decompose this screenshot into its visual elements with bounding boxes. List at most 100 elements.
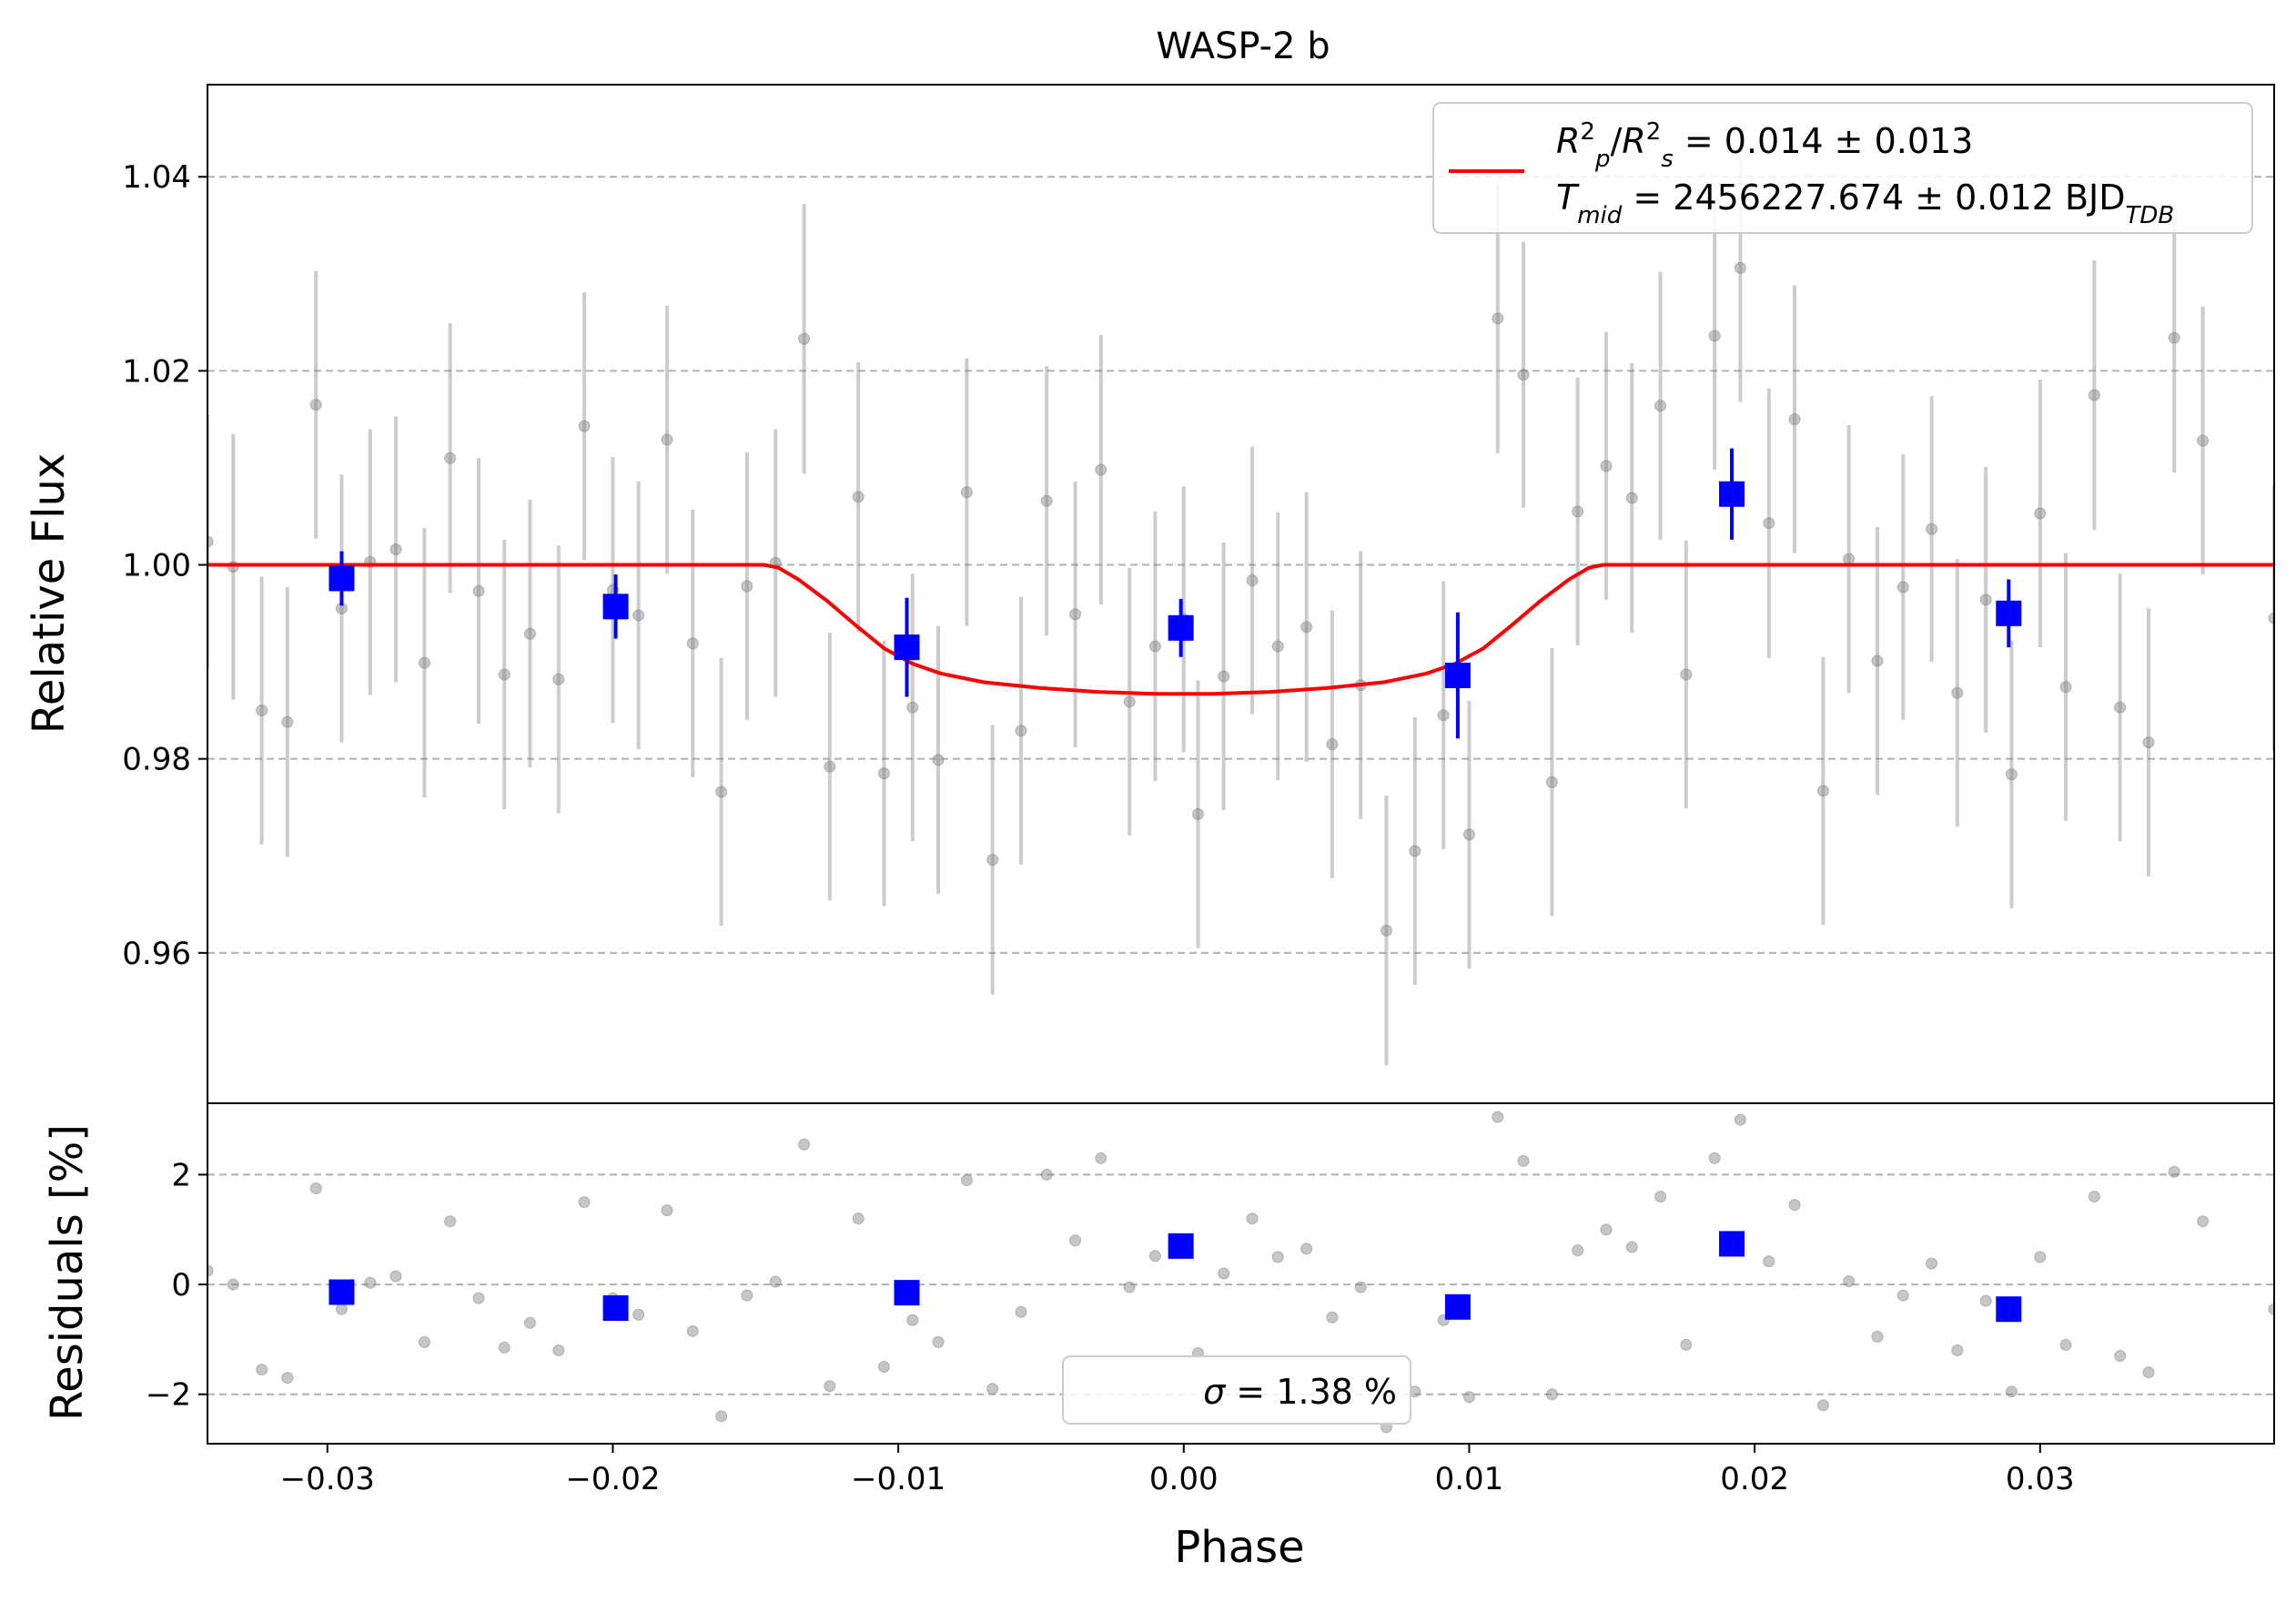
top-y-ticks: 0.96 0.98 1.00 1.02 1.04 <box>122 159 207 972</box>
bottom-data-point <box>364 1276 377 1289</box>
bottom-binned-point <box>329 1279 355 1305</box>
bottom-data-point <box>2142 1366 2155 1379</box>
top-data-point <box>2005 768 2018 781</box>
bottom-y-tick-label: 2 <box>171 1157 191 1193</box>
residuals-sigma-text: σ = 1.38 % <box>1203 1372 1397 1412</box>
legend-line1-part: = 0.014 ± 0.013 <box>1674 121 1974 161</box>
bottom-data-point <box>824 1380 836 1393</box>
top-y-tick-label: 1.02 <box>122 353 191 390</box>
top-data-point <box>309 399 322 411</box>
bottom-data-point <box>418 1335 430 1348</box>
top-data-point <box>1380 924 1392 937</box>
bottom-data-point <box>2088 1191 2100 1203</box>
legend-line1-part: / <box>1610 121 1622 161</box>
bottom-data-point <box>1095 1152 1108 1164</box>
chart-title: WASP-2 b <box>1156 25 1330 67</box>
legend-line1-part: 2 <box>1646 118 1662 146</box>
top-data-point <box>715 786 728 798</box>
bottom-data-point <box>741 1289 754 1302</box>
bottom-data-point <box>1843 1274 1856 1287</box>
top-data-point <box>1734 261 1746 274</box>
bottom-data-point <box>1015 1305 1027 1318</box>
legend-line1-part: R <box>1622 121 1645 161</box>
top-data-point <box>932 754 945 766</box>
top-data-point <box>686 637 699 650</box>
top-data-point <box>256 704 268 716</box>
top-data-point <box>1572 505 1584 518</box>
x-tick-label: −0.02 <box>565 1461 660 1497</box>
bottom-data-point <box>523 1316 536 1329</box>
x-axis-label: Phase <box>1174 1522 1304 1573</box>
residuals-panel: −2 0 2 −0.03 −0.02 −0.01 0.00 0.01 0.02 0.03 Res… <box>42 1102 2275 1573</box>
bottom-binned-point <box>1444 1294 1471 1320</box>
top-data-point <box>1654 400 1667 412</box>
bottom-data-point <box>906 1314 919 1326</box>
top-data-point <box>1095 463 1108 476</box>
top-data-point <box>906 701 919 714</box>
bottom-data-point <box>1816 1399 1829 1412</box>
bottom-data-point <box>1517 1154 1530 1167</box>
top-data-point <box>1123 695 1136 708</box>
bottom-data-point <box>2114 1349 2127 1362</box>
top-binned-point <box>894 634 920 661</box>
top-data-point <box>1069 608 1082 621</box>
bottom-data-point <box>2268 1303 2274 1315</box>
top-data-point <box>877 767 890 780</box>
top-data-point <box>741 580 754 593</box>
x-tick-label: −0.01 <box>851 1461 946 1497</box>
legend-line2-part: mid <box>1577 202 1623 229</box>
bottom-data-point <box>1896 1289 1909 1302</box>
bottom-data-point <box>1625 1241 1638 1253</box>
top-data-point <box>1191 807 1204 820</box>
top-data-point <box>661 433 673 446</box>
top-data-point <box>578 420 591 432</box>
top-data-point <box>444 451 457 464</box>
top-data-point <box>1600 460 1613 472</box>
bottom-y-ticks: −2 0 2 <box>146 1157 207 1414</box>
top-data-point <box>227 561 239 573</box>
bottom-data-point <box>335 1303 348 1315</box>
top-data-point <box>1708 330 1721 342</box>
top-data-point <box>2088 389 2100 401</box>
x-tick-label: 0.00 <box>1149 1461 1219 1497</box>
bottom-data-point <box>552 1344 565 1356</box>
bottom-data-point <box>960 1173 973 1186</box>
bottom-data-point <box>1951 1344 1964 1356</box>
top-data-point <box>1437 709 1450 722</box>
sigma-part: = 1.38 % <box>1225 1372 1397 1412</box>
bottom-y-tick-label: −2 <box>146 1377 191 1414</box>
bottom-data-point <box>1300 1243 1313 1255</box>
top-data-point <box>1951 686 1964 699</box>
bottom-data-point <box>715 1410 728 1423</box>
top-data-point <box>1788 413 1801 426</box>
bottom-data-point <box>1148 1250 1161 1263</box>
bottom-y-tick-label: 0 <box>171 1267 191 1304</box>
top-data-point <box>207 535 214 548</box>
top-data-point <box>1218 670 1230 683</box>
bottom-data-point <box>1492 1111 1504 1123</box>
legend-line1-part: s <box>1661 146 1674 173</box>
top-data-point <box>523 627 536 640</box>
bottom-data-point <box>1979 1294 1992 1307</box>
top-y-tick-label: 1.00 <box>122 548 191 584</box>
bottom-data-point <box>1708 1152 1721 1164</box>
bottom-data-layer <box>207 1111 2274 1434</box>
top-data-point <box>824 760 836 773</box>
legend-radius-ratio-text: R2p/R2s = 0.014 ± 0.013 <box>1556 118 1973 173</box>
top-transit-model-line <box>207 563 2274 696</box>
top-binned-point <box>1719 481 1745 507</box>
top-data-point <box>632 609 645 622</box>
top-data-point <box>418 656 430 669</box>
top-data-point <box>1409 845 1421 857</box>
bottom-data-point <box>1123 1281 1136 1294</box>
top-legend: R2p/R2s = 0.014 ± 0.013 Tmid = 2456227.6… <box>1432 102 2253 234</box>
residuals-legend: σ = 1.38 % <box>1062 1355 1411 1425</box>
bottom-data-point <box>986 1383 999 1395</box>
top-data-point <box>1979 594 1992 606</box>
top-data-point <box>498 668 511 681</box>
top-data-point <box>1246 574 1259 587</box>
top-y-tick-label: 0.96 <box>122 936 191 972</box>
bottom-binned-point <box>894 1280 920 1306</box>
bottom-data-point <box>389 1270 402 1283</box>
